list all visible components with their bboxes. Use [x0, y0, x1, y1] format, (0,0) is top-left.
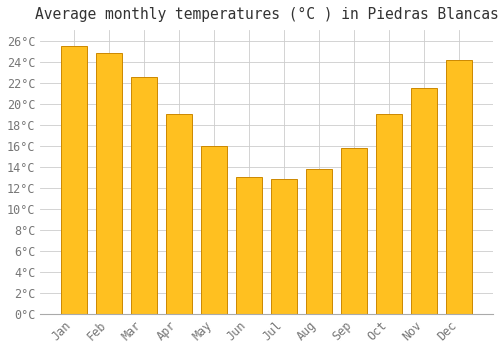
Bar [61, 46, 87, 314]
Bar [341, 148, 367, 314]
Bar [96, 53, 122, 314]
Bar [131, 77, 157, 314]
Bar [236, 177, 262, 314]
Bar [166, 114, 192, 314]
Bar [411, 88, 438, 314]
Bar [271, 179, 297, 314]
Title: Average monthly temperatures (°C ) in Piedras Blancas: Average monthly temperatures (°C ) in Pi… [35, 7, 498, 22]
Bar [201, 146, 228, 314]
Bar [306, 169, 332, 314]
Bar [446, 60, 472, 314]
Bar [376, 114, 402, 314]
